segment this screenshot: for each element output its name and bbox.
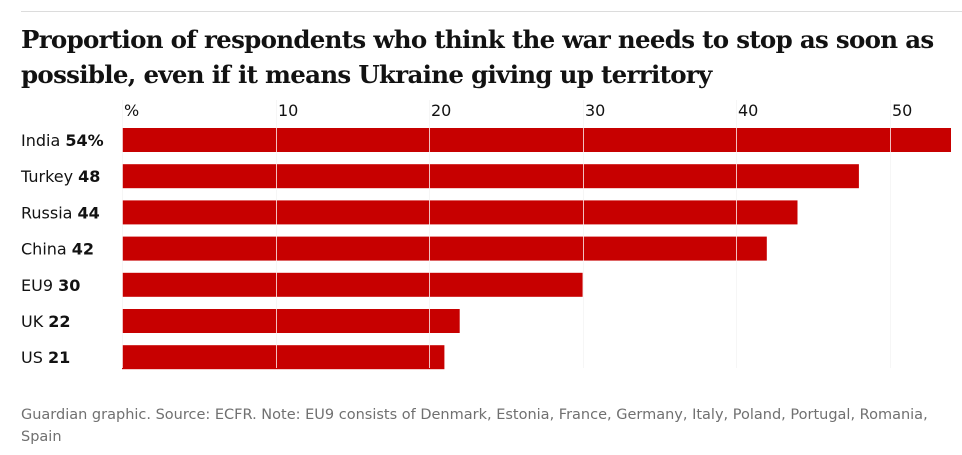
x-tick-label: 20 bbox=[431, 101, 451, 120]
category-name: Turkey bbox=[20, 167, 78, 186]
bar-india bbox=[122, 128, 951, 152]
x-axis-ticks: % 10 20 30 40 50 bbox=[124, 101, 912, 120]
category-name: Russia bbox=[21, 203, 78, 222]
category-name: EU9 bbox=[21, 276, 58, 295]
bar-eu9 bbox=[122, 272, 583, 297]
x-tick-label: 50 bbox=[892, 101, 912, 120]
source-footnote: Guardian graphic. Source: ECFR. Note: EU… bbox=[21, 407, 928, 445]
category-name: India bbox=[21, 131, 65, 150]
data-label: 44 bbox=[78, 203, 100, 222]
x-tick-label: 30 bbox=[585, 101, 605, 120]
category-label-uk: UK 22 bbox=[21, 312, 71, 331]
data-label: 30 bbox=[58, 276, 80, 295]
chart-title: Proportion of respondents who think the … bbox=[21, 25, 934, 89]
category-label-russia: Russia 44 bbox=[21, 203, 100, 222]
data-label: 48 bbox=[78, 167, 100, 186]
category-label-us: US 21 bbox=[21, 348, 70, 367]
category-label-eu9: EU9 30 bbox=[21, 276, 80, 295]
data-label: 42 bbox=[72, 240, 94, 259]
bars bbox=[122, 128, 951, 370]
x-tick-label: 10 bbox=[278, 101, 298, 120]
data-label: 54% bbox=[65, 131, 103, 150]
x-tick-label: % bbox=[124, 101, 139, 120]
gridlines-over-bars bbox=[122, 100, 891, 368]
category-name: China bbox=[21, 240, 72, 259]
bar-china bbox=[122, 236, 767, 261]
data-label: 21 bbox=[48, 348, 70, 367]
category-name: UK bbox=[21, 312, 48, 331]
category-name: US bbox=[21, 348, 48, 367]
top-rule bbox=[21, 11, 962, 12]
category-label-turkey: Turkey 48 bbox=[20, 167, 100, 186]
data-label: 22 bbox=[48, 312, 70, 331]
bar-us bbox=[122, 345, 445, 370]
bar-russia bbox=[122, 200, 798, 225]
x-tick-label: 40 bbox=[738, 101, 758, 120]
bar-turkey bbox=[122, 164, 859, 189]
category-label-china: China 42 bbox=[21, 240, 94, 259]
category-label-india: India 54% bbox=[21, 131, 104, 150]
bar-uk bbox=[122, 309, 460, 333]
